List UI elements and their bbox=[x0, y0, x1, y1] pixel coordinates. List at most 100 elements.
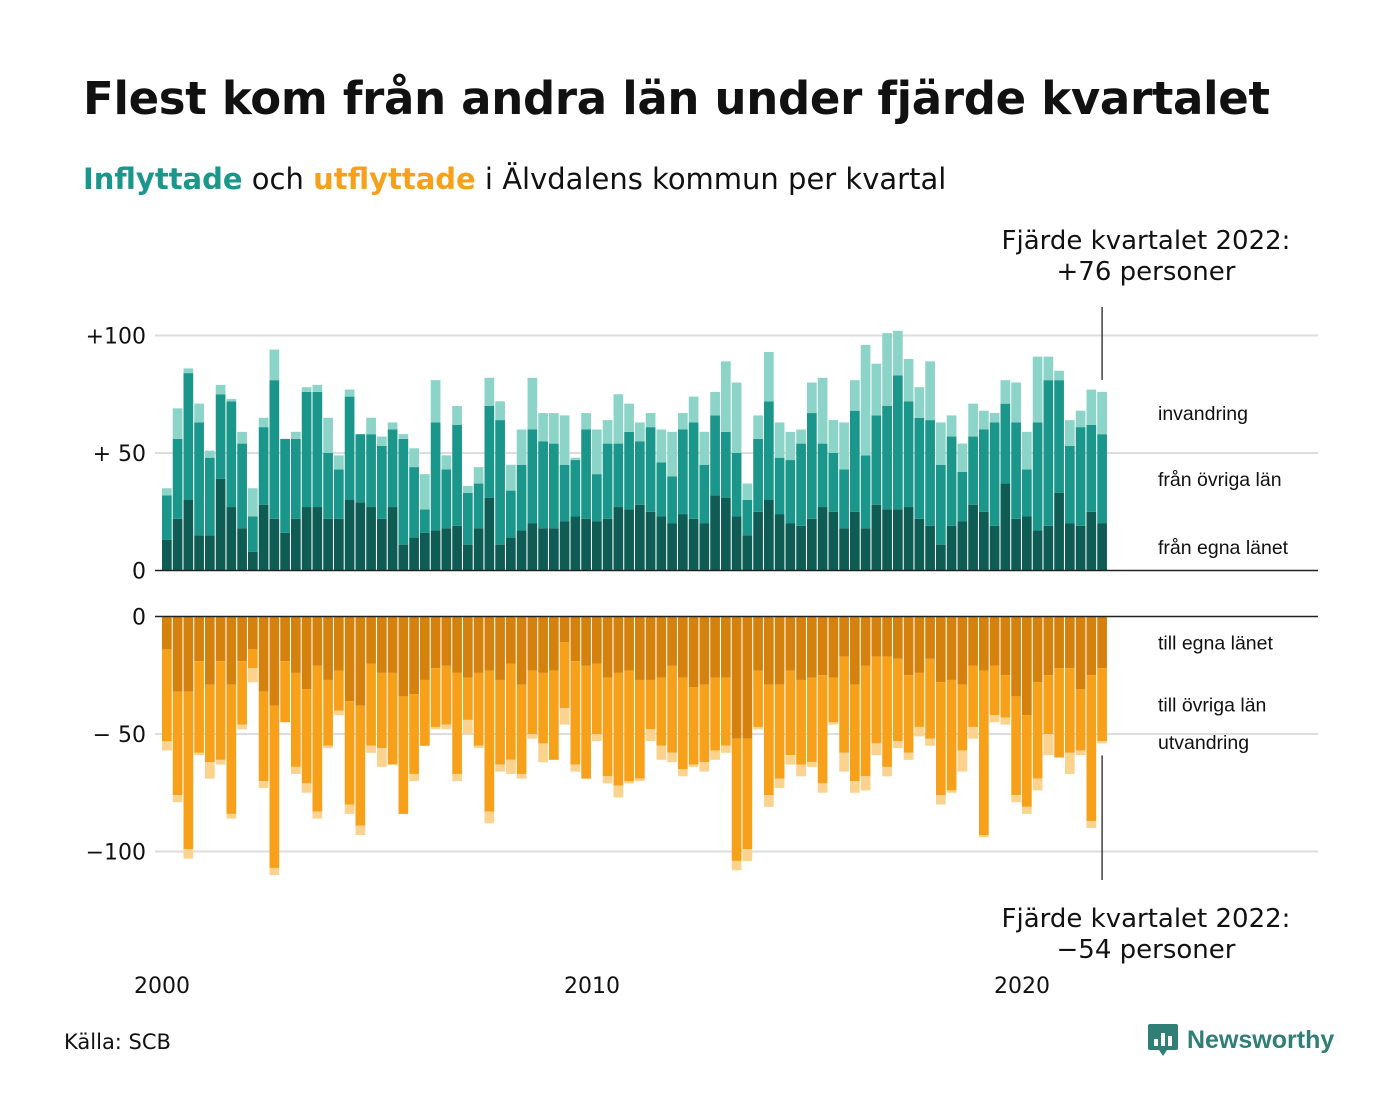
out-bar-1 bbox=[989, 616, 1000, 666]
out-bar-2 bbox=[903, 675, 914, 753]
in-bar-1 bbox=[774, 514, 785, 571]
in-bar-3 bbox=[387, 422, 398, 430]
in-bar-1 bbox=[452, 525, 462, 571]
in-bar-2 bbox=[656, 462, 667, 517]
in-bar-3 bbox=[979, 410, 989, 430]
out-bar-3 bbox=[871, 743, 882, 756]
out-bar-3 bbox=[936, 795, 946, 805]
out-bar-1 bbox=[645, 616, 656, 680]
in-bar-3 bbox=[344, 389, 355, 397]
in-bar-1 bbox=[957, 521, 968, 571]
out-bar-3 bbox=[903, 752, 914, 760]
in-bar-2 bbox=[882, 406, 892, 510]
in-bar-1 bbox=[409, 537, 419, 571]
in-bar-2 bbox=[484, 406, 495, 498]
in-bar-2 bbox=[205, 457, 215, 536]
in-bar-2 bbox=[613, 443, 624, 508]
out-bar-2 bbox=[925, 658, 935, 739]
out-bar-3 bbox=[710, 750, 720, 760]
in-bar-1 bbox=[989, 525, 1000, 571]
in-bar-3 bbox=[796, 429, 806, 444]
out-bar-2 bbox=[850, 684, 860, 781]
out-bar-1 bbox=[1075, 616, 1086, 690]
in-bar-3 bbox=[914, 387, 925, 418]
annotation-outflow-value: −54 personer bbox=[1056, 935, 1236, 965]
out-bar-2 bbox=[989, 665, 1000, 716]
out-bar-2 bbox=[764, 684, 774, 796]
x-tick-label-2000: 2000 bbox=[134, 974, 190, 999]
in-bar-3 bbox=[785, 431, 796, 461]
out-y-tick-label: − 50 bbox=[93, 723, 146, 748]
in-bar-1 bbox=[226, 507, 237, 571]
in-bar-3 bbox=[559, 415, 570, 465]
in-bar-3 bbox=[463, 485, 473, 493]
in-bar-2 bbox=[162, 495, 172, 540]
in-bar-1 bbox=[817, 507, 828, 571]
annotation-inflow: Fjärde kvartalet 2022: +76 personer bbox=[976, 226, 1316, 288]
out-bar-1 bbox=[215, 616, 226, 662]
in-bar-2 bbox=[527, 429, 538, 524]
in-bar-1 bbox=[301, 507, 312, 571]
out-bar-2 bbox=[613, 672, 624, 786]
out-bar-1 bbox=[1097, 616, 1107, 669]
in-bar-2 bbox=[1086, 424, 1097, 512]
out-bar-1 bbox=[570, 616, 581, 662]
in-bar-3 bbox=[602, 420, 613, 444]
out-bar-3 bbox=[882, 766, 892, 777]
out-bar-3 bbox=[1065, 752, 1075, 774]
in-bars bbox=[162, 330, 1107, 571]
out-bar-1 bbox=[1032, 616, 1043, 683]
out-bar-3 bbox=[656, 745, 667, 760]
out-bar-2 bbox=[484, 670, 495, 812]
out-bar-2 bbox=[387, 672, 398, 765]
out-bar-2 bbox=[839, 656, 849, 753]
out-bar-3 bbox=[731, 860, 742, 871]
in-bar-1 bbox=[979, 511, 989, 571]
in-bar-2 bbox=[624, 431, 634, 510]
in-bar-1 bbox=[355, 502, 366, 571]
out-bar-1 bbox=[979, 616, 989, 671]
out-bar-2 bbox=[914, 672, 925, 727]
in-bar-3 bbox=[753, 415, 763, 439]
out-bar-1 bbox=[635, 616, 645, 680]
out-bar-3 bbox=[968, 726, 978, 739]
out-bar-3 bbox=[592, 734, 602, 742]
in-bar-3 bbox=[1032, 356, 1043, 423]
in-bar-2 bbox=[688, 422, 699, 519]
in-bar-1 bbox=[785, 523, 796, 571]
in-bar-3 bbox=[968, 403, 978, 437]
out-bar-3 bbox=[344, 804, 355, 814]
out-bar-1 bbox=[839, 616, 849, 657]
out-bar-1 bbox=[452, 616, 462, 673]
out-bar-1 bbox=[226, 616, 237, 685]
out-bar-1 bbox=[516, 616, 527, 685]
in-bar-1 bbox=[828, 511, 839, 571]
in-bar-1 bbox=[205, 535, 215, 571]
newsworthy-logo-text: Newsworthy bbox=[1187, 1025, 1335, 1054]
in-bar-2 bbox=[1065, 445, 1075, 524]
in-bar-2 bbox=[441, 469, 452, 529]
out-bar-1 bbox=[774, 616, 785, 685]
out-bar-1 bbox=[269, 616, 280, 706]
in-bar-1 bbox=[635, 504, 645, 571]
out-y-tick-label: −100 bbox=[86, 841, 146, 866]
annotation-outflow-period: Fjärde kvartalet 2022: bbox=[1001, 904, 1291, 934]
out-bar-2 bbox=[592, 663, 602, 734]
in-bar-3 bbox=[1054, 370, 1064, 381]
in-bar-1 bbox=[258, 504, 269, 571]
out-bar-1 bbox=[602, 616, 613, 678]
in-bar-1 bbox=[495, 544, 505, 571]
out-bar-1 bbox=[624, 616, 634, 671]
out-bar-2 bbox=[688, 687, 699, 765]
out-bar-3 bbox=[774, 778, 785, 789]
out-bar-2 bbox=[1032, 682, 1043, 779]
out-bar-1 bbox=[860, 616, 871, 666]
in-bar-2 bbox=[635, 441, 645, 505]
out-bar-2 bbox=[1086, 675, 1097, 821]
in-bar-1 bbox=[162, 539, 172, 571]
in-bar-2 bbox=[581, 429, 591, 519]
in-bar-2 bbox=[1022, 469, 1032, 517]
out-bar-2 bbox=[355, 705, 366, 826]
out-bar-3 bbox=[893, 741, 903, 749]
